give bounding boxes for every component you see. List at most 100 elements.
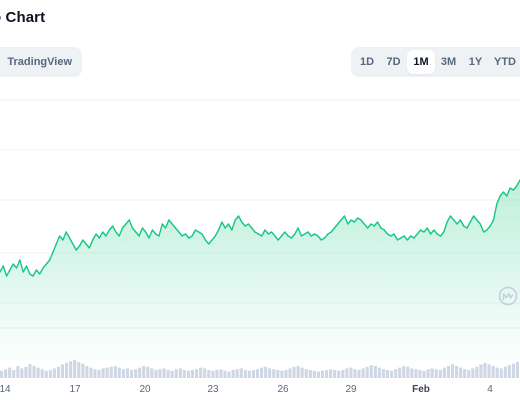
- volume-bar: [288, 368, 292, 378]
- price-point: [446, 221, 448, 223]
- volume-bar: [304, 369, 308, 378]
- volume-bar: [44, 370, 48, 378]
- price-point: [49, 259, 51, 261]
- volume-bar: [377, 367, 381, 378]
- volume-bar: [85, 366, 89, 378]
- price-point: [138, 235, 140, 237]
- price-point: [287, 235, 289, 237]
- volume-bar: [272, 369, 276, 378]
- price-point: [241, 221, 243, 223]
- price-point: [456, 223, 458, 225]
- price-point: [317, 235, 319, 237]
- range-1m-button[interactable]: 1M: [407, 50, 435, 74]
- price-point: [443, 231, 445, 233]
- volume-bar: [60, 364, 64, 378]
- volume-bar: [373, 366, 377, 378]
- volume-bar: [329, 369, 333, 378]
- volume-bar: [402, 366, 406, 378]
- volume-bar: [438, 370, 442, 378]
- volume-bar: [308, 370, 312, 378]
- price-point: [78, 245, 81, 247]
- price-point: [290, 237, 293, 239]
- range-3m-button[interactable]: 3M: [440, 56, 457, 68]
- volume-bar: [398, 367, 402, 378]
- volume-bar: [349, 367, 353, 378]
- volume-bar: [243, 370, 247, 378]
- x-tick-label: 26: [277, 384, 289, 395]
- volume-bar: [390, 370, 394, 378]
- price-point: [214, 235, 216, 237]
- volume-bar: [251, 370, 255, 378]
- range-1y-button[interactable]: 1Y: [468, 56, 483, 68]
- volume-bar: [109, 366, 113, 378]
- volume-bar: [101, 368, 105, 378]
- price-point: [19, 259, 21, 261]
- price-point: [373, 225, 375, 227]
- volume-bar: [12, 370, 16, 378]
- volume-bar: [36, 367, 40, 378]
- volume-bar: [215, 370, 219, 378]
- price-point: [420, 229, 422, 231]
- price-point: [400, 237, 402, 239]
- price-point: [469, 221, 471, 223]
- volume-bar: [77, 362, 81, 378]
- volume-bar: [231, 370, 235, 378]
- volume-bar: [158, 369, 162, 378]
- tradingview-button[interactable]: TradingView: [0, 47, 82, 77]
- volume-bar: [414, 369, 418, 378]
- price-points: [0, 179, 520, 277]
- volume-bar: [178, 368, 182, 378]
- volume-bar: [8, 367, 12, 378]
- price-point: [502, 191, 504, 193]
- volume-bar: [410, 368, 414, 378]
- price-point: [158, 235, 160, 237]
- volume-bar: [292, 366, 296, 378]
- price-point: [65, 231, 67, 233]
- volume-bar: [170, 370, 174, 378]
- price-point: [121, 227, 124, 229]
- x-tick-label: 17: [69, 384, 81, 395]
- price-point: [194, 229, 196, 231]
- price-point: [201, 233, 203, 235]
- price-point: [436, 233, 438, 235]
- price-point: [459, 219, 461, 221]
- price-point: [69, 237, 71, 239]
- price-point: [479, 223, 481, 225]
- price-point: [39, 273, 41, 275]
- price-point: [350, 219, 352, 221]
- price-point: [165, 227, 167, 229]
- price-point: [476, 219, 478, 221]
- price-point: [393, 233, 395, 235]
- price-point: [284, 231, 286, 233]
- price-point: [45, 263, 48, 265]
- volume-bar: [223, 370, 227, 378]
- range-7d-button[interactable]: 7D: [386, 56, 401, 68]
- range-ytd-button[interactable]: YTD: [494, 56, 516, 68]
- volume-bar: [81, 363, 85, 378]
- price-point: [55, 243, 57, 245]
- volume-bar: [190, 370, 194, 378]
- price-point: [92, 239, 94, 241]
- price-point: [141, 227, 143, 229]
- price-point: [98, 237, 100, 239]
- volume-bar: [89, 367, 93, 378]
- price-point: [234, 219, 236, 221]
- price-point: [340, 219, 342, 221]
- range-1d-button[interactable]: 1D: [359, 56, 375, 68]
- price-point: [171, 223, 173, 225]
- price-point: [9, 269, 11, 271]
- volume-bar: [24, 366, 28, 378]
- price-point: [489, 225, 491, 227]
- price-point: [95, 233, 97, 235]
- price-point: [178, 231, 180, 233]
- page-title: o Chart: [0, 9, 46, 26]
- volume-bar: [446, 366, 450, 378]
- volume-bar: [422, 370, 426, 378]
- volume-bar: [499, 368, 503, 378]
- volume-bar: [207, 370, 211, 378]
- volume-bar: [511, 363, 515, 378]
- volume-bar: [426, 369, 430, 378]
- price-point: [174, 227, 177, 229]
- price-point: [304, 233, 306, 235]
